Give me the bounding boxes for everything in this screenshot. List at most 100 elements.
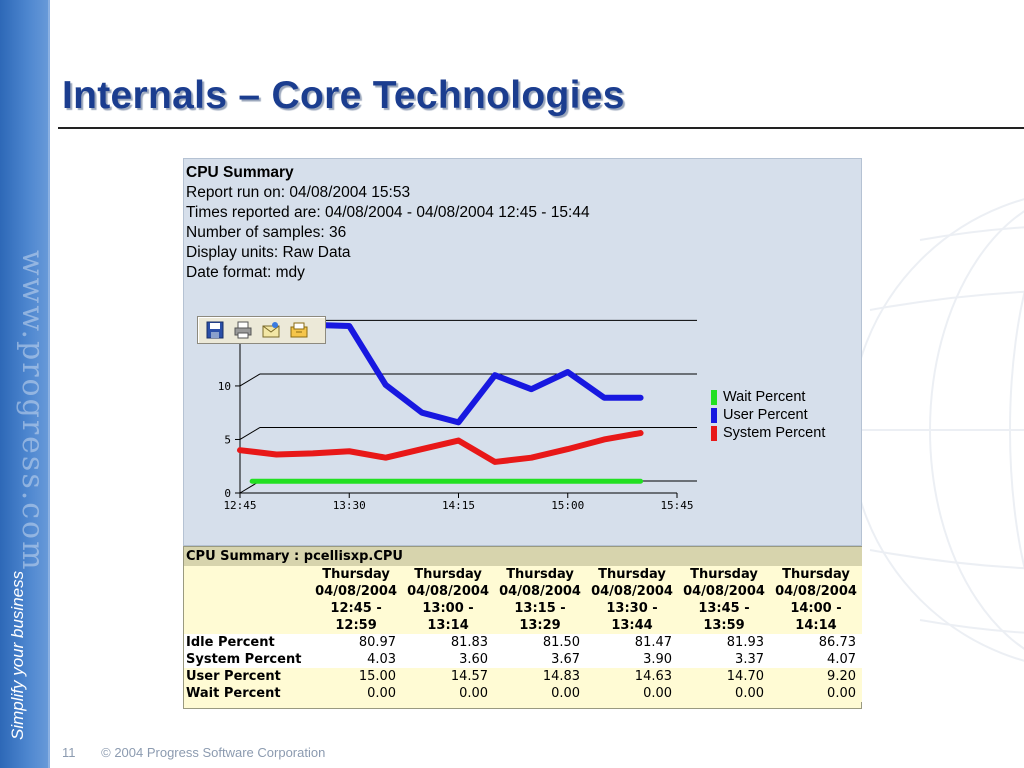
data-point [456,438,461,443]
x-tick-label: 15:00 [551,499,584,512]
data-point [529,387,534,392]
column-header: Thursday 04/08/2004 13:00 -13:14 [402,566,495,634]
table-cell: 0.00 [402,685,495,702]
table-cell: 14.57 [402,668,495,685]
y-tick-label: 5 [224,433,231,446]
report-times: Times reported are: 04/08/2004 - 04/08/2… [186,204,590,221]
legend-label-system: System Percent [723,425,826,441]
sidebar-glow [48,0,50,768]
table-cell: 3.37 [678,651,770,668]
x-tick-label: 14:15 [442,499,475,512]
column-header: Thursday 04/08/2004 13:15 -13:29 [494,566,587,634]
data-point [383,479,388,484]
tagline: Simplify your business [8,570,27,740]
column-header: Thursday 04/08/2004 13:45 -13:59 [678,566,770,634]
table-row: Idle Percent 80.97 81.83 81.50 81.47 81.… [184,634,862,651]
legend-swatch-user [711,407,717,423]
report-samples: Number of samples: 36 [186,224,347,241]
table-cell: 86.73 [770,634,862,651]
data-point [347,449,352,454]
legend-swatch-wait [711,389,717,405]
data-point [250,479,255,484]
table-cell: 15.00 [310,668,403,685]
row-label: System Percent [184,651,311,668]
table-cell: 3.67 [494,651,587,668]
y-tick-label: 10 [218,380,231,393]
series-line-system-percent [237,430,644,465]
brand-sidebar: www.progress.com Simplify your business [0,0,50,768]
data-point [638,431,643,436]
data-point [565,447,570,452]
print-button[interactable] [232,320,254,340]
row-label: Idle Percent [184,634,311,651]
data-point [310,479,315,484]
chart-toolbar [197,316,326,344]
x-tick-label: 12:45 [223,499,256,512]
x-tick-label: 13:30 [333,499,366,512]
data-point [383,382,388,387]
table-cell: 14.63 [586,668,679,685]
data-point [638,479,643,484]
legend-swatch-system [711,425,717,441]
data-point [529,479,534,484]
data-point [456,420,461,425]
column-header: Thursday 04/08/2004 13:30 -13:44 [586,566,679,634]
data-point [420,479,425,484]
data-point [565,370,570,375]
email-button[interactable] [260,320,282,340]
summary-table: CPU Summary : pcellisxp.CPU Thursday 04/0… [184,547,862,702]
table-cell: 0.00 [310,685,403,702]
data-point [310,451,315,456]
table-cell: 4.07 [770,651,862,668]
legend-label-wait: Wait Percent [723,389,806,405]
table-row: System Percent 4.03 3.60 3.67 3.90 3.37 … [184,651,862,668]
data-point [274,452,279,457]
data-point [347,479,352,484]
table-cell: 0.00 [678,685,770,702]
table-cell: 3.60 [402,651,495,668]
legend-item-system: System Percent [711,424,825,442]
copyright-text: © 2004 Progress Software Corporation [101,745,326,760]
chart-legend: Wait Percent User Percent System Percent [711,388,825,442]
data-point [602,437,607,442]
table-cell: 14.83 [494,668,587,685]
table-cell: 80.97 [310,634,403,651]
print-icon [234,321,252,339]
column-header: Thursday 04/08/2004 12:45 -12:59 [310,566,403,634]
grid-connector [239,373,261,387]
data-point [383,455,388,460]
table-cell: 81.47 [586,634,679,651]
table-corner [184,566,311,634]
legend-item-wait: Wait Percent [711,388,825,406]
export-button[interactable] [288,320,310,340]
table-header-row: Thursday 04/08/2004 12:45 -12:59 Thursday 0… [184,566,862,634]
table-cell: 14.70 [678,668,770,685]
table-cell: 81.93 [678,634,770,651]
globe-watermark-text: www.progress.com [15,250,50,572]
table-cell: 4.03 [310,651,403,668]
data-point [529,455,534,460]
report-run-on: Report run on: 04/08/2004 15:53 [186,184,411,201]
row-label: Wait Percent [184,685,311,702]
email-icon [262,322,280,338]
report-panel: CPU Summary Report run on: 04/08/2004 15… [183,158,862,546]
data-point [456,479,461,484]
column-header: Thursday 04/08/2004 14:00 -14:14 [770,566,862,634]
summary-table-panel: CPU Summary : pcellisxp.CPU Thursday 04/0… [183,546,862,709]
x-tick-label: 15:45 [660,499,693,512]
save-button[interactable] [204,320,226,340]
save-icon [206,321,224,339]
table-cell: 0.00 [770,685,862,702]
data-point [565,479,570,484]
data-point [602,395,607,400]
table-cell: 9.20 [770,668,862,685]
legend-label-user: User Percent [723,407,808,423]
table-cell: 3.90 [586,651,679,668]
legend-item-user: User Percent [711,406,825,424]
table-cell: 81.50 [494,634,587,651]
cpu-line-chart: 0 5 10 12:45 13:30 14:15 15:00 15:45 [218,316,697,512]
grid-connector [239,427,261,440]
data-point [274,479,279,484]
table-cell: 0.00 [586,685,679,702]
slide-title: Internals – Core Technologies [62,74,625,117]
